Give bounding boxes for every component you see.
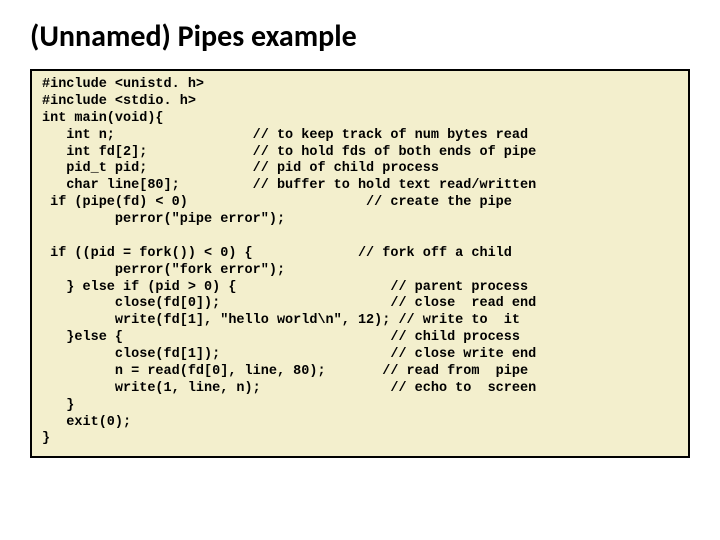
code-line: pid_t pid; // pid of child process (42, 161, 439, 176)
code-line: } (42, 431, 50, 446)
code-line: write(fd[1], "hello world\n", 12); // wr… (42, 313, 520, 328)
code-line: perror("fork error"); (42, 263, 285, 278)
code-line: } (42, 398, 74, 413)
code-line: write(1, line, n); // echo to screen (42, 381, 536, 396)
slide-title: (Unnamed) Pipes example (30, 18, 690, 55)
code-line: if ((pid = fork()) < 0) { // fork off a … (42, 246, 512, 261)
code-line: }else { // child process (42, 330, 520, 345)
code-line: int main(void){ (42, 111, 164, 126)
code-line: } else if (pid > 0) { // parent process (42, 280, 528, 295)
code-line: #include <unistd. h> (42, 77, 204, 92)
code-line: close(fd[0]); // close read end (42, 296, 536, 311)
code-line: int n; // to keep track of num bytes rea… (42, 128, 528, 143)
code-line: perror("pipe error"); (42, 212, 285, 227)
slide: (Unnamed) Pipes example #include <unistd… (0, 0, 720, 476)
code-line: exit(0); (42, 415, 131, 430)
code-line: int fd[2]; // to hold fds of both ends o… (42, 145, 536, 160)
code-line: n = read(fd[0], line, 80); // read from … (42, 364, 528, 379)
code-line: char line[80]; // buffer to hold text re… (42, 178, 536, 193)
code-block: #include <unistd. h> #include <stdio. h>… (30, 69, 690, 458)
code-line: close(fd[1]); // close write end (42, 347, 536, 362)
code-line: #include <stdio. h> (42, 94, 196, 109)
code-line: if (pipe(fd) < 0) // create the pipe (42, 195, 512, 210)
